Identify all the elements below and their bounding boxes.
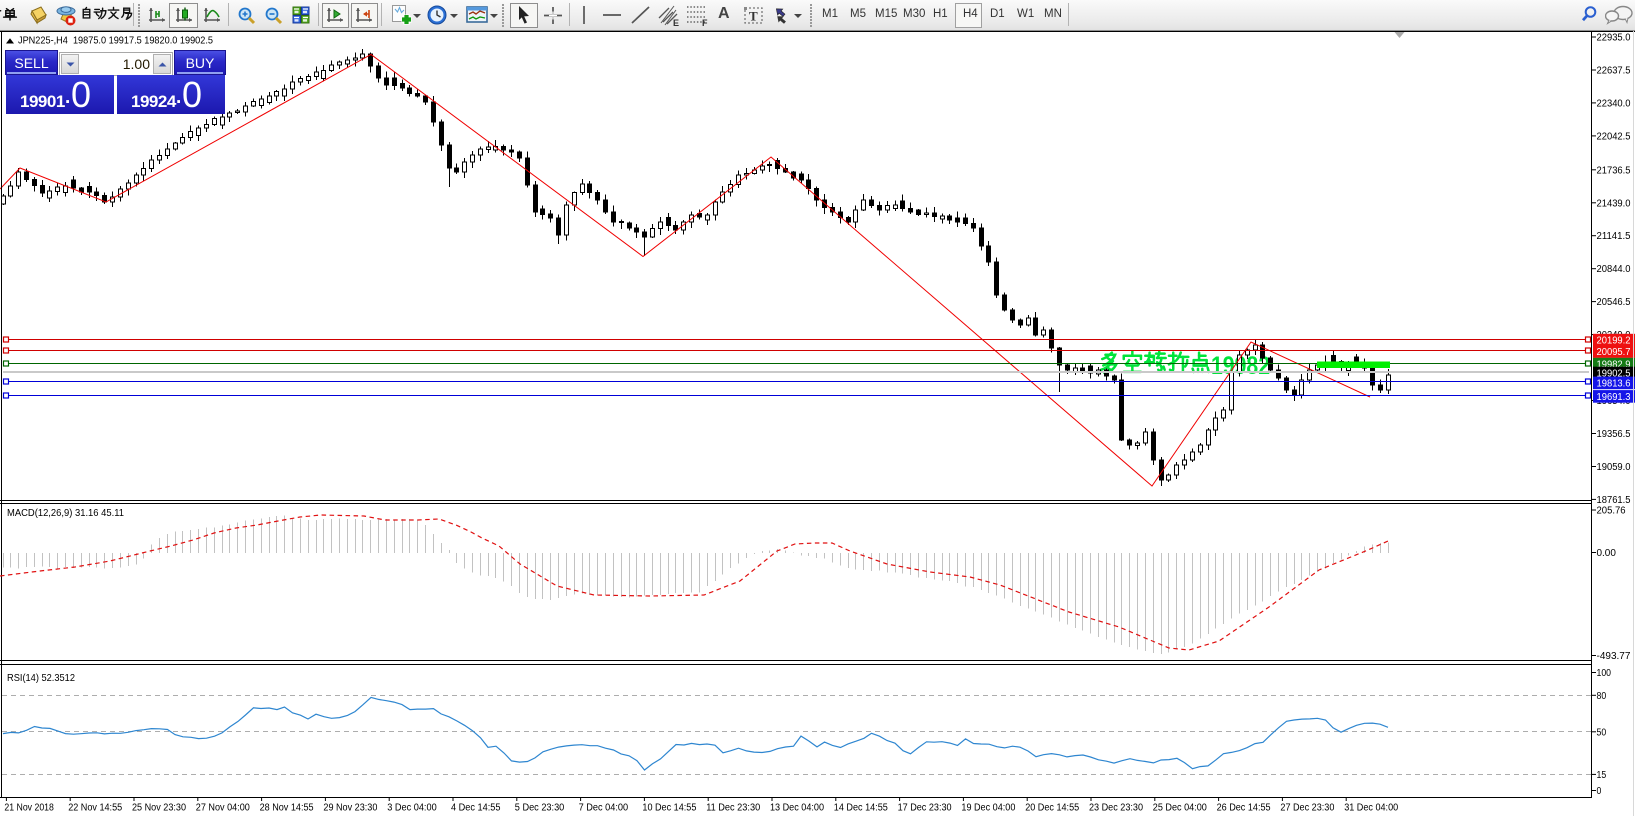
svg-text:18761.5: 18761.5 [1597, 495, 1631, 506]
svg-text:22 Nov 14:55: 22 Nov 14:55 [68, 803, 122, 814]
svg-text:21 Nov 2018: 21 Nov 2018 [4, 803, 54, 814]
svg-text:19 Dec 04:00: 19 Dec 04:00 [961, 803, 1015, 814]
svg-text:JPN225-,H4 19875.0 19917.5 19: JPN225-,H4 19875.0 19917.5 19820.0 19902… [18, 35, 213, 47]
svg-text:25 Dec 04:00: 25 Dec 04:00 [1153, 803, 1207, 814]
svg-text:14 Dec 14:55: 14 Dec 14:55 [834, 803, 888, 814]
svg-text:19813.6: 19813.6 [1597, 378, 1631, 389]
svg-text:22637.5: 22637.5 [1597, 66, 1631, 77]
svg-text:100: 100 [1597, 668, 1612, 679]
svg-text:15: 15 [1597, 770, 1607, 781]
svg-text:22340.0: 22340.0 [1597, 98, 1631, 109]
svg-text:RSI(14) 52.3512: RSI(14) 52.3512 [7, 672, 75, 684]
svg-text:20095.7: 20095.7 [1597, 347, 1631, 358]
svg-text:11 Dec 23:30: 11 Dec 23:30 [706, 803, 760, 814]
svg-text:50: 50 [1597, 727, 1607, 738]
svg-text:7 Dec 04:00: 7 Dec 04:00 [579, 803, 629, 814]
svg-text:27 Nov 04:00: 27 Nov 04:00 [196, 803, 250, 814]
svg-text:21439.0: 21439.0 [1597, 198, 1631, 209]
svg-text:-493.77: -493.77 [1597, 651, 1631, 662]
svg-text:19059.0: 19059.0 [1597, 462, 1631, 473]
svg-text:29 Nov 23:30: 29 Nov 23:30 [323, 803, 377, 814]
svg-text:80: 80 [1597, 691, 1607, 702]
svg-text:F: F [702, 18, 708, 27]
svg-text:MACD(12,26,9) 31.16 45.11: MACD(12,26,9) 31.16 45.11 [7, 507, 124, 519]
svg-text:20 Dec 14:55: 20 Dec 14:55 [1025, 803, 1079, 814]
svg-text:3 Dec 04:00: 3 Dec 04:00 [387, 803, 437, 814]
svg-text:20844.0: 20844.0 [1597, 264, 1631, 275]
svg-text:27 Dec 23:30: 27 Dec 23:30 [1280, 803, 1334, 814]
svg-text:19356.5: 19356.5 [1597, 429, 1631, 440]
svg-text:19691.3: 19691.3 [1597, 392, 1631, 403]
svg-text:21736.5: 21736.5 [1597, 165, 1631, 176]
svg-text:17 Dec 23:30: 17 Dec 23:30 [898, 803, 952, 814]
svg-text:25 Nov 23:30: 25 Nov 23:30 [132, 803, 186, 814]
svg-text:22042.5: 22042.5 [1597, 131, 1631, 142]
svg-text:E: E [673, 18, 679, 27]
svg-text:28 Nov 14:55: 28 Nov 14:55 [260, 803, 314, 814]
svg-text:22935.0: 22935.0 [1597, 33, 1631, 44]
svg-text:4 Dec 14:55: 4 Dec 14:55 [451, 803, 501, 814]
svg-text:20546.5: 20546.5 [1597, 297, 1631, 308]
svg-text:10 Dec 14:55: 10 Dec 14:55 [642, 803, 696, 814]
svg-text:T: T [749, 9, 758, 24]
svg-text:19982.9: 19982.9 [1597, 360, 1631, 371]
svg-text:5 Dec 23:30: 5 Dec 23:30 [515, 803, 565, 814]
svg-text:19902.5: 19902.5 [1597, 369, 1631, 380]
svg-text:13 Dec 04:00: 13 Dec 04:00 [770, 803, 824, 814]
svg-text:23 Dec 23:30: 23 Dec 23:30 [1089, 803, 1143, 814]
svg-text:26 Dec 14:55: 26 Dec 14:55 [1217, 803, 1271, 814]
svg-text:0.00: 0.00 [1597, 548, 1617, 559]
svg-text:20199.2: 20199.2 [1597, 336, 1631, 347]
svg-text:205.76: 205.76 [1597, 506, 1627, 517]
svg-text:31 Dec 04:00: 31 Dec 04:00 [1344, 803, 1398, 814]
svg-text:21141.5: 21141.5 [1597, 231, 1631, 242]
svg-text:0: 0 [1597, 786, 1602, 797]
